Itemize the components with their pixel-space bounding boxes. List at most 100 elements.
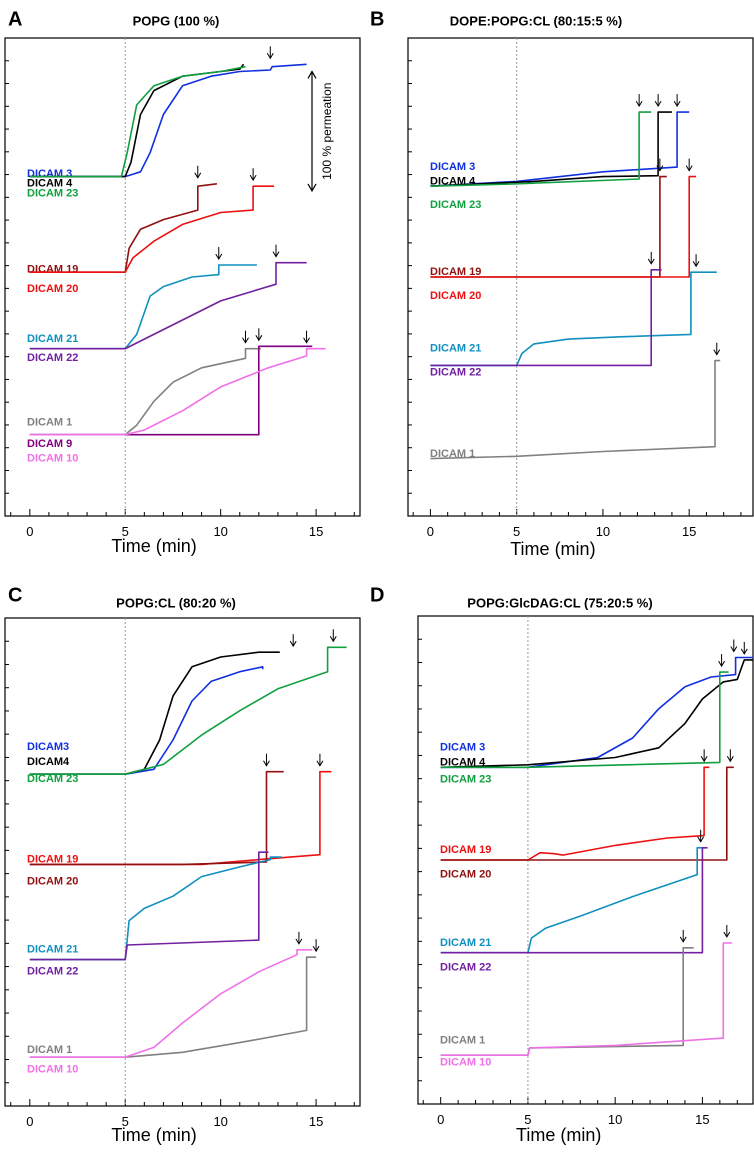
- series-line-dicam-21: [29, 856, 282, 961]
- series-label: DICAM 1: [440, 1034, 485, 1046]
- panel-letter: A: [8, 8, 22, 30]
- series-line-dicam-19: [440, 766, 710, 861]
- addition-arrowhead: [726, 756, 734, 763]
- series-line-dicam-10: [29, 347, 326, 436]
- series-line-dicam-20: [29, 770, 284, 866]
- addition-arrowhead: [673, 100, 681, 108]
- scale-arrowhead-up: [307, 70, 317, 79]
- series-label: DICAM 20: [27, 875, 78, 887]
- series-line-dicam-23: [29, 646, 347, 776]
- series-line-dicam-20: [29, 185, 275, 274]
- series-label: DICAM 22: [27, 352, 78, 364]
- series-label: DICAM 4: [440, 756, 486, 768]
- series-label: DICAM 19: [430, 266, 481, 278]
- series-label: DICAM 1: [27, 417, 72, 429]
- panel-b: B DOPE:POPG:CL (80:15:5 %) 0 5 10 15 Time (min…: [370, 8, 754, 559]
- series-line-dicam-3: [440, 656, 753, 769]
- series-line-dicam-23: [29, 65, 246, 178]
- series-label: DICAM 20: [27, 283, 78, 295]
- panel-c: C POPG:CL (80:20 %) 0 5 10 15 Time (min) DICAM3…: [4, 584, 361, 1145]
- addition-arrowhead: [289, 640, 297, 648]
- x-axis-title: Time (min): [111, 1125, 196, 1145]
- series-label: DICAM 1: [430, 448, 475, 460]
- series-line-dicam-22: [29, 851, 269, 961]
- series-line-dicam-23: [440, 671, 729, 769]
- series-line-dicam-1: [29, 347, 261, 436]
- series-label: DICAM 10: [27, 1063, 78, 1075]
- x-tick-label: 10: [213, 524, 227, 539]
- addition-arrowhead: [303, 337, 310, 344]
- x-axis-title: Time (min): [111, 536, 196, 556]
- addition-arrowhead: [700, 756, 708, 763]
- addition-arrowhead: [685, 165, 693, 172]
- series-label: DICAM 23: [430, 199, 481, 211]
- series-label: DICAM 9: [27, 438, 72, 450]
- series-line-dicam-21: [29, 264, 257, 350]
- addition-arrowhead: [718, 660, 726, 668]
- plot-frame: [417, 615, 754, 1105]
- series-line-dicam-9: [29, 345, 313, 436]
- x-tick-label: 0: [427, 524, 434, 539]
- x-tick-label: 10: [608, 1112, 622, 1127]
- series-label: DICAM 19: [27, 264, 78, 276]
- plot-frame: [407, 37, 754, 517]
- addition-arrowhead: [647, 258, 655, 265]
- addition-arrowhead: [697, 836, 705, 843]
- addition-arrowhead: [266, 53, 274, 60]
- series-label: DICAM4: [27, 756, 70, 768]
- series-line-dicam-22: [29, 261, 307, 350]
- series-line-dicam-20: [430, 175, 697, 278]
- series-line-dicam-20: [440, 766, 734, 861]
- addition-arrowhead: [635, 100, 643, 108]
- series-label: DICAM 22: [430, 367, 481, 379]
- addition-arrowhead: [713, 349, 721, 356]
- panel-letter: C: [8, 584, 22, 606]
- addition-arrowhead: [242, 337, 249, 344]
- series-line-dicam-1: [430, 359, 721, 460]
- series-line-dicam-21: [430, 271, 717, 367]
- series-label: DICAM 3: [440, 742, 485, 754]
- addition-arrowhead: [215, 253, 223, 261]
- addition-arrowhead: [656, 165, 664, 172]
- series-line-dicam-4: [29, 63, 245, 178]
- x-tick-label: 15: [682, 524, 696, 539]
- x-tick-label: 0: [26, 1114, 33, 1129]
- addition-arrowhead: [730, 646, 738, 653]
- x-tick-label: 15: [695, 1112, 709, 1127]
- addition-arrowhead: [723, 931, 731, 938]
- panel-letter: D: [370, 584, 384, 606]
- series-line-dicam-4: [440, 659, 753, 769]
- x-axis-title: Time (min): [510, 539, 595, 559]
- panel-title: POPG:GlcDAG:CL (75:20:5 %): [467, 595, 652, 610]
- series-line-dicam-3: [29, 63, 307, 178]
- series-line-dicam-22: [430, 268, 662, 367]
- addition-arrowhead: [329, 636, 337, 643]
- panel-letter: B: [370, 8, 384, 30]
- series-label: DICAM 21: [430, 343, 481, 355]
- series-label: DICAM 21: [27, 333, 78, 345]
- series-line-dicam-4: [430, 111, 672, 187]
- addition-arrowhead: [316, 760, 324, 767]
- addition-arrowhead: [249, 174, 257, 182]
- series-line-dicam-10: [29, 948, 313, 1058]
- series-label: DICAM 4: [27, 178, 73, 190]
- addition-arrowhead: [272, 251, 280, 258]
- scale-arrowhead-down: [307, 183, 317, 193]
- series-label: DICAM 21: [27, 944, 78, 956]
- x-tick-label: 0: [437, 1112, 444, 1127]
- series-label: DICAM 23: [27, 773, 78, 785]
- x-tick-label: 5: [524, 1112, 531, 1127]
- series-line-dicam-22: [440, 846, 708, 954]
- x-tick-label: 15: [309, 1114, 323, 1129]
- scale-annotation: 100 % permeation: [320, 83, 334, 180]
- series-label: DICAM 20: [430, 290, 481, 302]
- series-label: DICAM 4: [430, 175, 476, 187]
- series-label: DICAM3: [27, 741, 69, 753]
- x-tick-label: 5: [122, 1114, 129, 1129]
- addition-arrowhead: [194, 172, 202, 179]
- series-line-dicam-19: [29, 183, 217, 274]
- series-label: DICAM 23: [27, 187, 78, 199]
- series-label: DICAM 23: [440, 773, 491, 785]
